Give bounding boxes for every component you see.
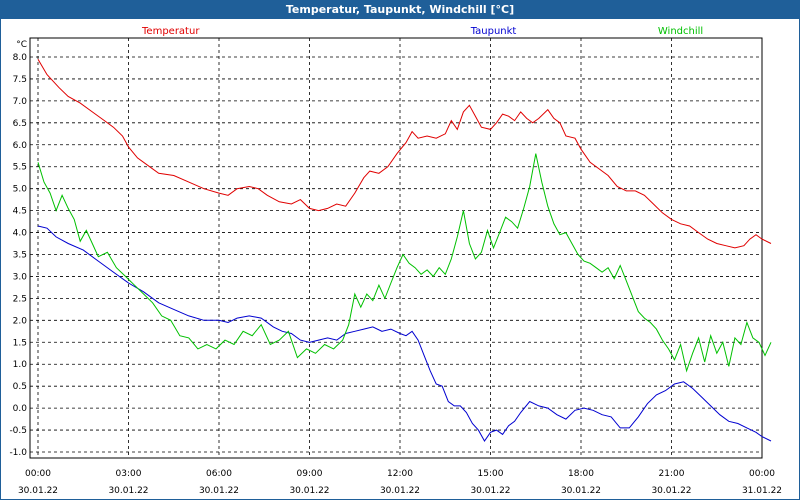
y-tick-label: 2.5 xyxy=(13,294,27,304)
y-tick-label: 4.0 xyxy=(13,229,28,239)
y-tick-label: 7.0 xyxy=(13,97,28,107)
y-tick-label: 6.5 xyxy=(13,119,27,129)
x-tick-date-label: 31.01.22 xyxy=(742,486,782,496)
x-tick-time-label: 00:00 xyxy=(749,469,775,479)
y-tick-label: 3.0 xyxy=(13,272,28,282)
y-tick-label: 4.5 xyxy=(13,207,27,217)
x-tick-date-label: 30.01.22 xyxy=(470,486,510,496)
y-tick-label: 8.0 xyxy=(13,53,28,63)
y-tick-label: 2.0 xyxy=(13,316,28,326)
legend: Temperatur Taupunkt Windchill xyxy=(141,26,703,37)
x-tick-date-label: 30.01.22 xyxy=(380,486,420,496)
axes: 8.0 7.5 7.0 6.5 6.0 5.5 5.0 4.5 4.0 3.5 3.0 2.5 2.0 1… xyxy=(9,37,782,496)
x-tick-date-label: 30.01.22 xyxy=(651,486,691,496)
series xyxy=(37,58,772,442)
x-tick-date-label: 30.01.22 xyxy=(199,486,239,496)
x-tick-time-label: 12:00 xyxy=(387,469,413,479)
y-tick-label: -1.0 xyxy=(9,448,27,458)
x-tick-date-label: 30.01.22 xyxy=(561,486,601,496)
x-tick-time-label: 03:00 xyxy=(116,469,142,479)
series-line-taupunkt xyxy=(37,225,772,442)
x-tick-date-label: 30.01.22 xyxy=(289,486,329,496)
y-tick-label: 5.5 xyxy=(13,163,27,173)
y-tick-label: 1.0 xyxy=(13,360,28,370)
legend-temperatur: Temperatur xyxy=(141,26,200,37)
legend-taupunkt: Taupunkt xyxy=(470,26,517,37)
x-tick-time-label: 21:00 xyxy=(659,469,685,479)
y-axis-unit-label: °C xyxy=(16,40,27,50)
plot-border xyxy=(29,37,763,459)
y-tick-label: -0.5 xyxy=(9,426,27,436)
legend-windchill: Windchill xyxy=(658,26,703,37)
y-tick-label: 0.0 xyxy=(13,404,28,414)
x-tick-time-label: 09:00 xyxy=(297,469,323,479)
y-tick-label: 7.5 xyxy=(13,75,27,85)
x-tick-date-label: 30.01.22 xyxy=(18,486,58,496)
y-tick-label: 0.5 xyxy=(13,382,27,392)
x-tick-date-label: 30.01.22 xyxy=(108,486,148,496)
x-tick-time-label: 06:00 xyxy=(206,469,232,479)
y-tick-label: 3.5 xyxy=(13,251,27,261)
y-tick-label: 6.0 xyxy=(13,141,28,151)
series-line-windchill xyxy=(37,153,772,373)
x-tick-time-label: 00:00 xyxy=(25,469,51,479)
y-tick-label: 5.0 xyxy=(13,185,28,195)
chart-title: Temperatur, Taupunkt, Windchill [°C] xyxy=(1,1,799,19)
x-tick-time-label: 15:00 xyxy=(478,469,504,479)
y-tick-label: 1.5 xyxy=(13,338,27,348)
grid xyxy=(30,38,763,458)
series-line-temperatur xyxy=(37,58,772,249)
x-tick-time-label: 18:00 xyxy=(568,469,594,479)
